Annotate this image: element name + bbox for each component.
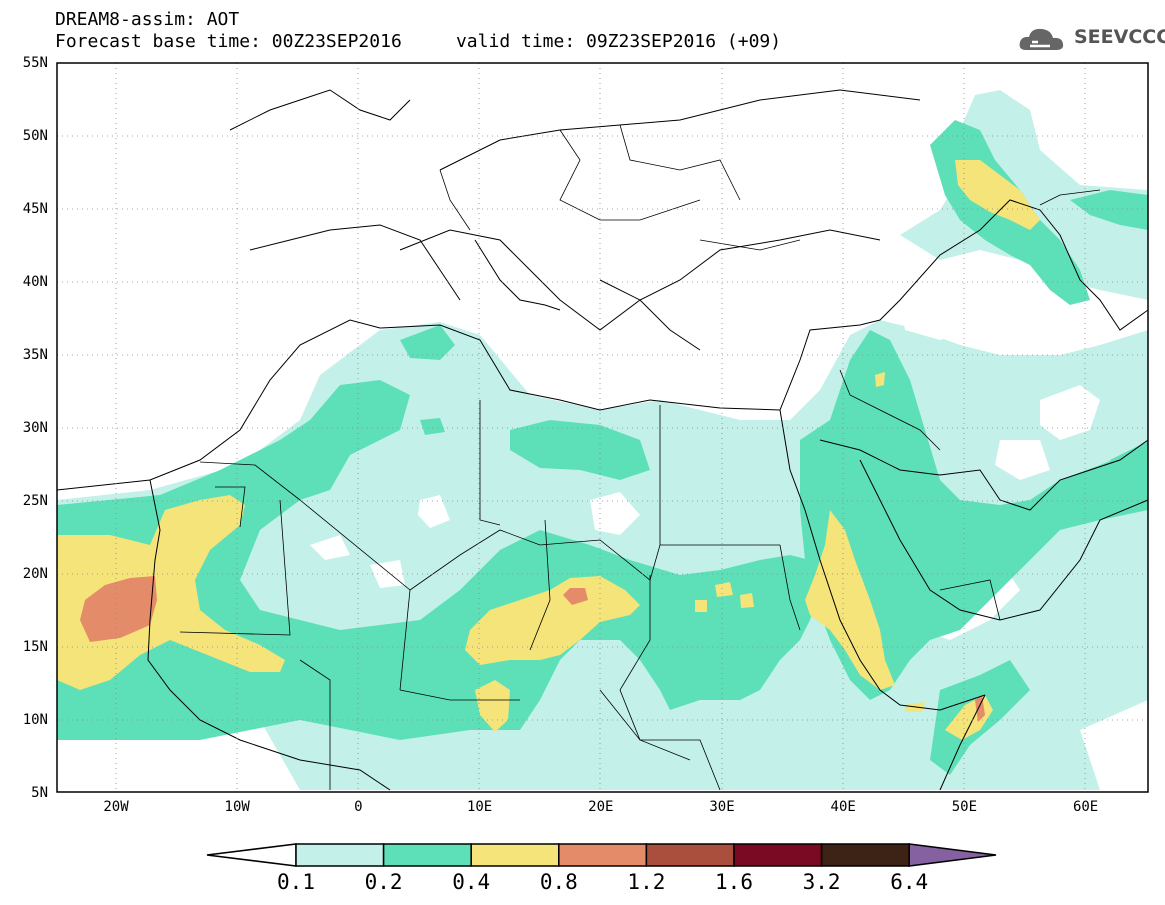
aot-contours	[57, 90, 1148, 790]
lat-label: 5N	[31, 785, 48, 801]
colorbar-tick-label: 1.2	[627, 870, 666, 894]
colorbar-segment	[908, 843, 997, 867]
colorbar-tick-label: 3.2	[802, 870, 841, 894]
colorbar-segment	[470, 843, 560, 867]
colorbar-tick-label: 0.1	[277, 870, 315, 894]
country-borders	[179, 124, 1101, 791]
logo-text: SEEVCCC	[1074, 26, 1165, 48]
lon-label: 10E	[466, 799, 493, 815]
lon-label: 60E	[1072, 799, 1099, 815]
lat-label: 50N	[22, 128, 48, 144]
lat-label: 45N	[22, 201, 48, 217]
colorbar-tick-label: 6.4	[890, 870, 929, 894]
coastlines	[56, 89, 1149, 791]
aot-band-0.8	[80, 576, 985, 722]
colorbar-tick-label: 0.8	[539, 870, 578, 894]
lon-label: 20W	[103, 799, 129, 815]
colorbar-tick-label: 1.6	[715, 870, 753, 894]
title-model: DREAM8-assim: AOT	[55, 9, 240, 30]
colorbar-segment	[645, 843, 735, 867]
lon-label: 40E	[830, 799, 856, 815]
lon-label: 10W	[224, 799, 250, 815]
lat-label: 55N	[22, 55, 48, 71]
colorbar-tick-label: 0.2	[364, 870, 403, 894]
title-times: Forecast base time: 00Z23SEP2016 valid t…	[55, 31, 782, 52]
lat-label: 35N	[22, 347, 48, 363]
lon-label: 20E	[588, 799, 614, 815]
lat-label: 20N	[22, 566, 48, 582]
lat-label: 25N	[22, 493, 48, 509]
graticule	[57, 63, 1148, 792]
aot-band-0.4	[57, 160, 1040, 740]
lat-label: 15N	[22, 639, 48, 655]
colorbar-tick-label: 0.4	[452, 870, 491, 894]
colorbar-segment	[558, 843, 648, 867]
lat-label: 40N	[22, 274, 48, 290]
lat-label: 10N	[22, 712, 48, 728]
colorbar	[206, 843, 997, 867]
colorbar-segment	[295, 843, 385, 867]
lon-label: 30E	[709, 799, 735, 815]
map-frame	[56, 62, 1149, 793]
lon-label: 50E	[951, 799, 978, 815]
colorbar-segment	[382, 843, 472, 867]
lon-label: 0	[354, 799, 363, 815]
colorbar-segment	[820, 843, 910, 867]
colorbar-segment	[733, 843, 823, 867]
cloud-logo-icon	[1019, 28, 1064, 50]
colorbar-segment	[206, 843, 297, 867]
lat-label: 30N	[22, 420, 48, 436]
